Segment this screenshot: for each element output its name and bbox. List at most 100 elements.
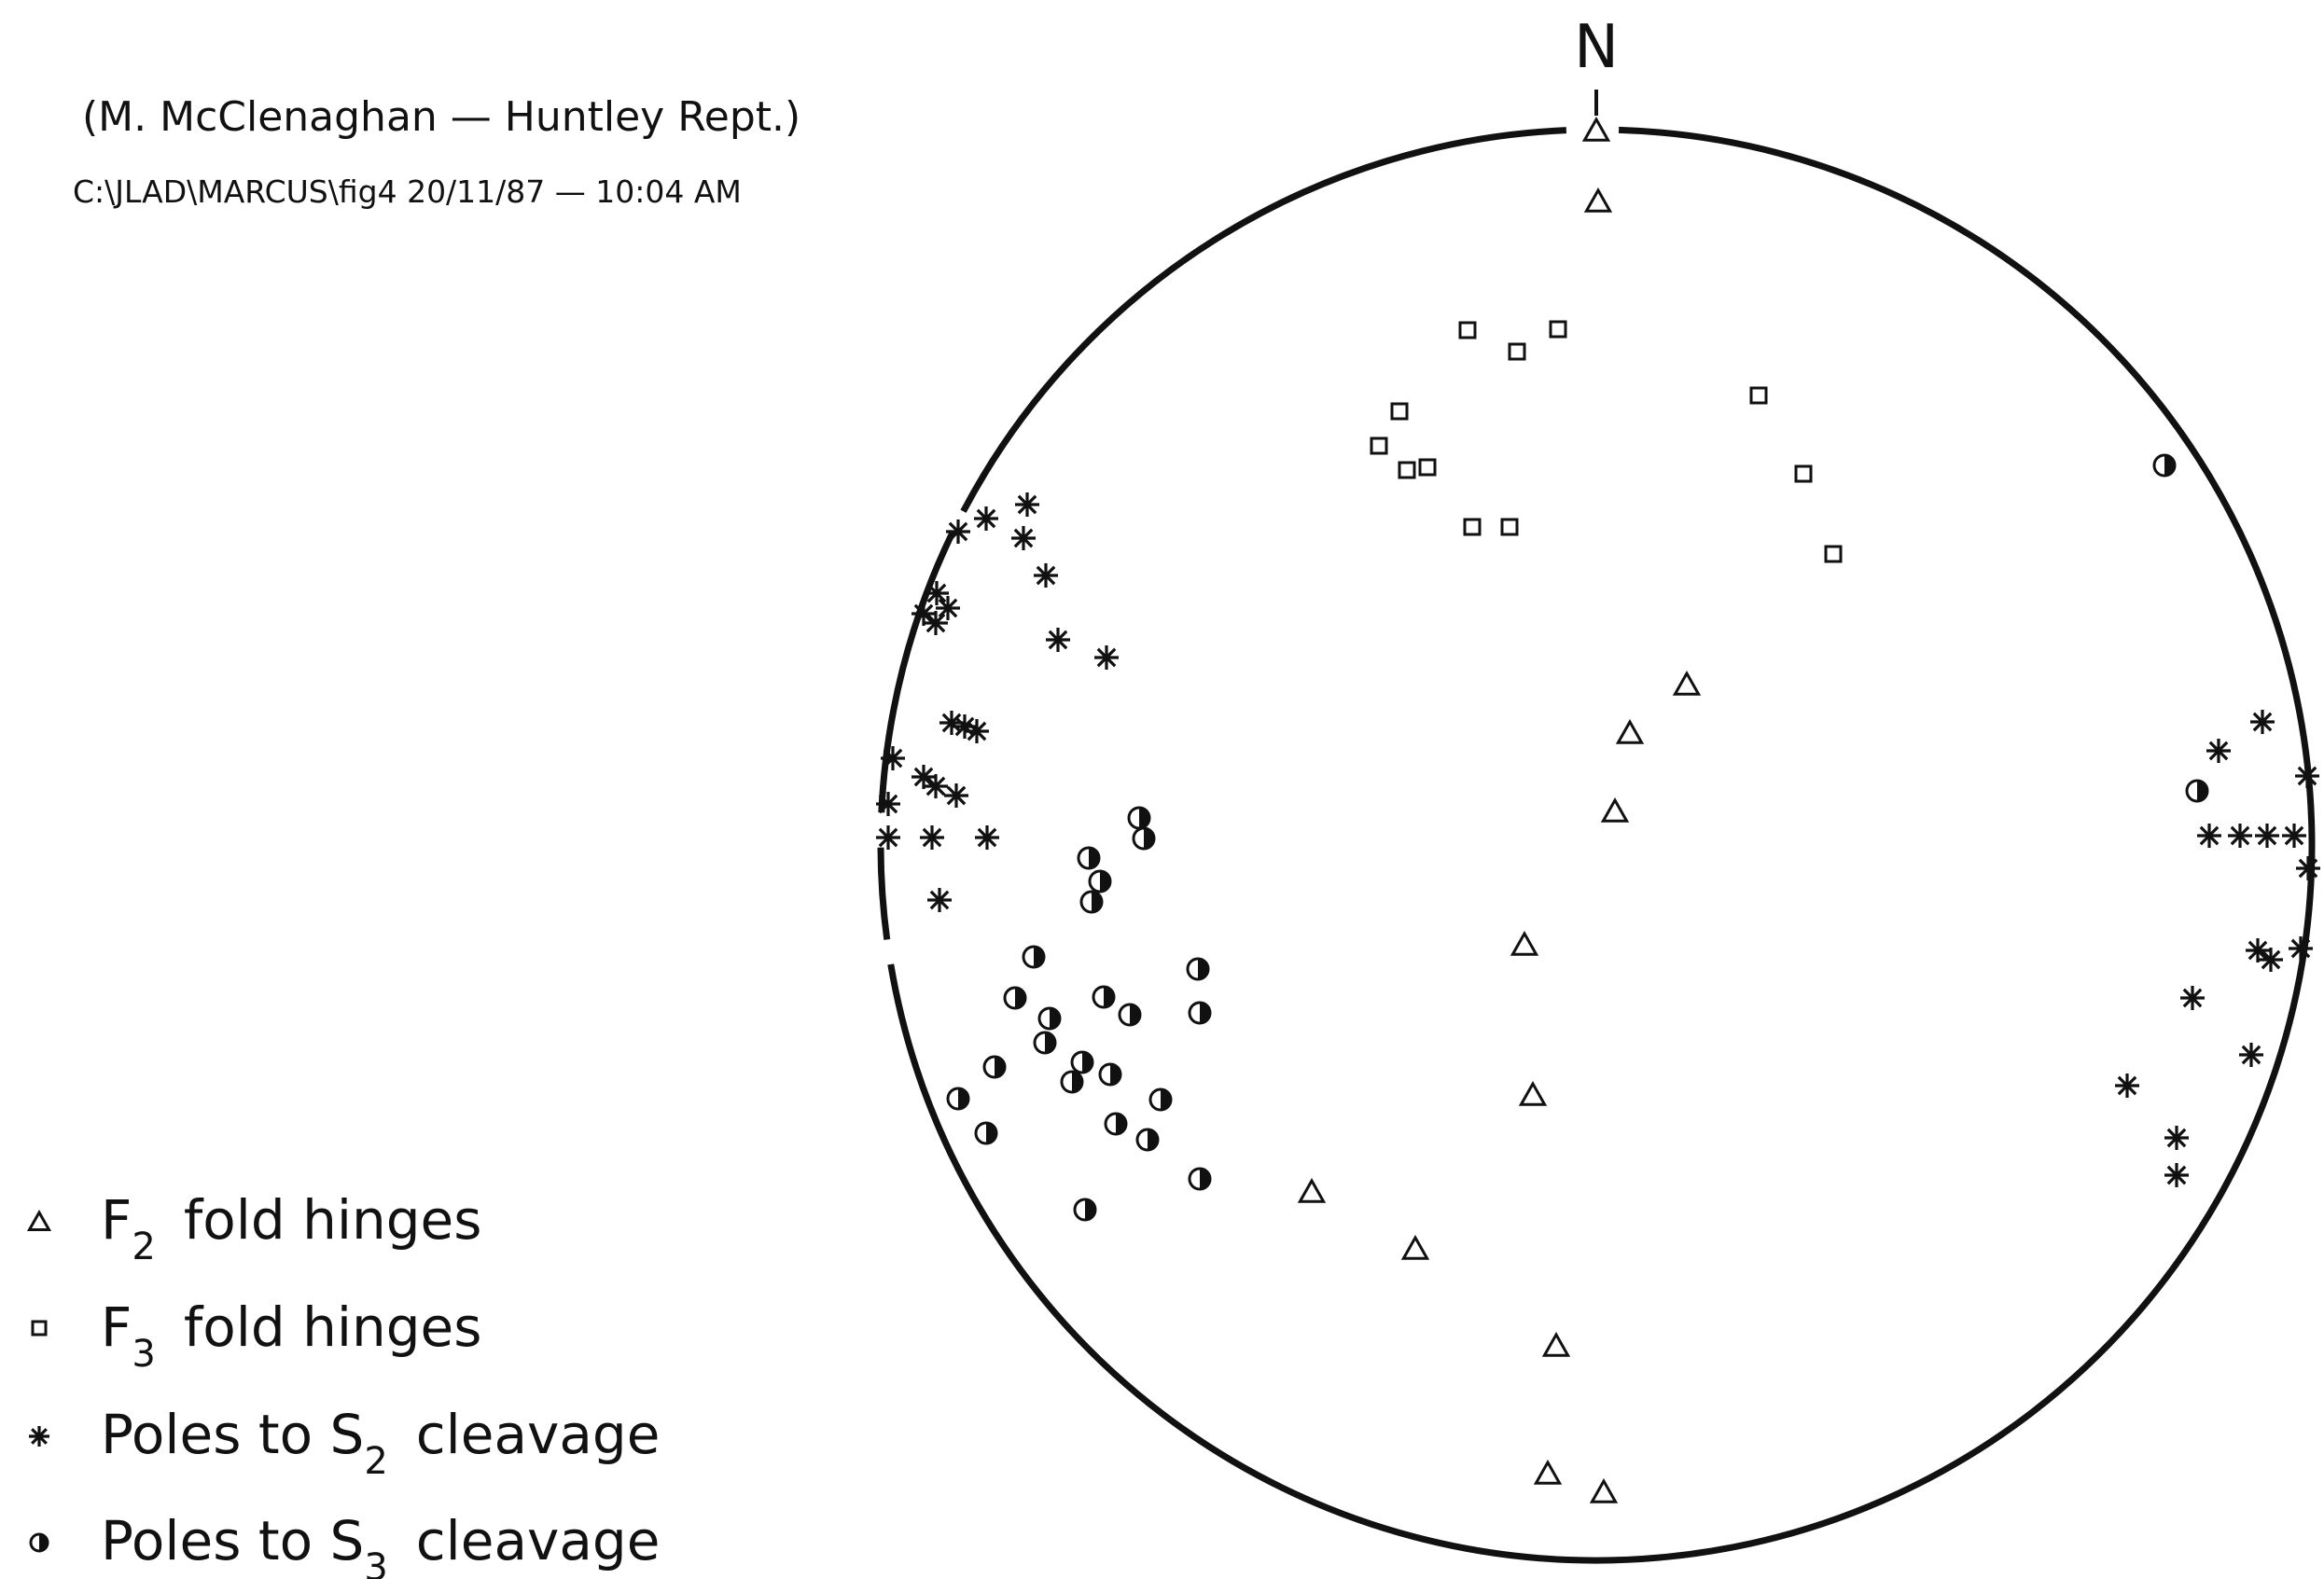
s2-cleavage-pole-point: [2289, 936, 2313, 961]
s2-cleavage-pole-point: [2296, 856, 2320, 880]
f3-fold-hinge-point: [1824, 545, 1843, 563]
primitive-arc: [878, 530, 956, 813]
s2-cleavage-pole-point: [2246, 938, 2270, 963]
legend-label-f3: F3 fold hinges: [101, 1295, 481, 1376]
s3-cleavage-pole-point: [1135, 1128, 1160, 1152]
legend-item-f3: F3 fold hinges: [31, 1295, 481, 1376]
s2-cleavage-pole-point: [2259, 948, 2283, 972]
s3-cleavage-pole-point: [1022, 945, 1046, 969]
primitive-circle: [877, 126, 2316, 1564]
legend-item-s3: Poles to S3 cleavage: [29, 1509, 660, 1579]
s3-poles-group: [946, 453, 2209, 1222]
s2-cleavage-pole-point: [2164, 1126, 2189, 1150]
f2-fold-hinge-point: [1581, 116, 1611, 142]
s3-cleavage-pole-point: [1073, 1198, 1097, 1222]
s3-cleavage-pole-point: [1132, 826, 1156, 851]
f3-fold-hinge-point: [1418, 458, 1437, 477]
f2-fold-hinge-point: [1672, 670, 1702, 696]
s2-cleavage-pole-point: [965, 719, 989, 743]
s3-cleavage-pole-point: [1148, 1087, 1173, 1112]
s2-cleavage-pole-point: [2164, 1163, 2189, 1187]
f3-fold-hinge-point: [1458, 321, 1477, 339]
s3-cleavage-pole-point: [2152, 453, 2177, 478]
s2-cleavage-pole-point: [946, 519, 970, 544]
s2-cleavage-pole-point: [2197, 824, 2221, 848]
legend: F2 fold hinges F3 fold hinges Poles to S2 c…: [26, 1188, 660, 1579]
f3-fold-hinge-point: [1500, 518, 1519, 536]
legend-label-f2: F2 fold hinges: [101, 1188, 481, 1268]
f3-fold-hinge-point: [1549, 320, 1567, 339]
s3-cleavage-pole-point: [1127, 806, 1151, 830]
square-icon: [31, 1320, 48, 1337]
s3-cleavage-pole-point: [1092, 985, 1116, 1009]
s3-cleavage-pole-point: [1070, 1050, 1094, 1074]
s2-cleavage-pole-point: [876, 825, 900, 850]
s3-cleavage-pole-point: [1098, 1062, 1122, 1087]
legend-label-s2: Poles to S2 cleavage: [101, 1403, 660, 1483]
primitive-arc: [960, 127, 1567, 513]
primitive-arc: [877, 847, 891, 940]
s2-cleavage-pole-point: [2228, 824, 2252, 848]
s3-cleavage-pole-point: [1003, 986, 1027, 1010]
s2-cleavage-pole-point: [2255, 824, 2279, 848]
s2-cleavage-pole-point: [2295, 764, 2319, 788]
f3-fold-hinges-group: [1370, 320, 1843, 563]
file-path-text: C:\JLAD\MARCUS\fig4 20/11/87 — 10:04 AM: [73, 173, 742, 210]
f3-fold-hinge-point: [1370, 436, 1388, 455]
s2-cleavage-pole-point: [975, 825, 999, 850]
f2-fold-hinges-group: [1297, 116, 1702, 1503]
s3-cleavage-pole-point: [1037, 1006, 1062, 1031]
s2-cleavage-pole-point: [927, 888, 952, 912]
s2-cleavage-pole-point: [974, 506, 998, 531]
f3-fold-hinge-point: [1794, 464, 1813, 483]
asterisk-icon: [29, 1426, 49, 1447]
triangle-icon: [26, 1209, 52, 1231]
f3-fold-hinge-point: [1398, 461, 1416, 479]
f3-fold-hinge-point: [1463, 518, 1482, 536]
s2-cleavage-pole-point: [924, 774, 948, 798]
f3-fold-hinge-point: [1390, 402, 1409, 421]
s3-cleavage-pole-point: [29, 1532, 49, 1553]
f3-fold-hinge-point: [31, 1320, 48, 1337]
s3-cleavage-pole-point: [1033, 1031, 1057, 1055]
s2-cleavage-pole-point: [2180, 986, 2205, 1010]
f2-fold-hinge-point: [1518, 1080, 1548, 1106]
s2-cleavage-pole-point: [936, 596, 960, 620]
legend-label-s3: Poles to S3 cleavage: [101, 1509, 660, 1579]
s3-cleavage-pole-point: [1188, 1001, 1212, 1025]
s2-cleavage-pole-point: [1094, 645, 1119, 670]
s2-cleavage-pole-point: [2282, 824, 2306, 848]
s3-cleavage-pole-point: [1188, 1167, 1212, 1191]
legend-item-s2: Poles to S2 cleavage: [29, 1403, 660, 1483]
s3-cleavage-pole-point: [2185, 779, 2209, 803]
s2-cleavage-pole-point: [2250, 710, 2275, 734]
f2-fold-hinge-point: [1297, 1177, 1327, 1203]
s3-cleavage-pole-point: [1079, 890, 1104, 914]
f2-fold-hinge-point: [1510, 930, 1539, 956]
s3-cleavage-pole-point: [974, 1121, 998, 1145]
north-label: N: [1574, 13, 1619, 82]
s2-cleavage-pole-point: [1015, 492, 1039, 517]
s3-cleavage-pole-point: [982, 1055, 1007, 1079]
legend-item-f2: F2 fold hinges: [26, 1188, 481, 1268]
f2-fold-hinge-point: [1600, 796, 1630, 823]
s2-cleavage-pole-point: [920, 825, 944, 850]
half-circle-icon: [29, 1532, 49, 1553]
s3-cleavage-pole-point: [1118, 1003, 1142, 1027]
s3-cleavage-pole-point: [946, 1087, 970, 1111]
s2-cleavage-pole-point: [1034, 563, 1058, 588]
s2-cleavage-pole-point: [2239, 1043, 2263, 1067]
s3-cleavage-pole-point: [1060, 1070, 1084, 1094]
f2-fold-hinge-point: [1541, 1331, 1571, 1357]
f2-fold-hinge-point: [26, 1209, 52, 1231]
s2-cleavage-pole-point: [1011, 526, 1036, 550]
s2-cleavage-pole-point: [876, 792, 900, 816]
primitive-arc: [887, 126, 2316, 1564]
f3-fold-hinge-point: [1749, 386, 1768, 405]
s2-poles-group: [876, 492, 2320, 1187]
f2-fold-hinge-point: [1400, 1234, 1430, 1260]
citation-text: (M. McClenaghan — Huntley Rept.): [82, 93, 800, 141]
f3-fold-hinge-point: [1508, 342, 1526, 361]
s3-cleavage-pole-point: [1077, 846, 1101, 870]
